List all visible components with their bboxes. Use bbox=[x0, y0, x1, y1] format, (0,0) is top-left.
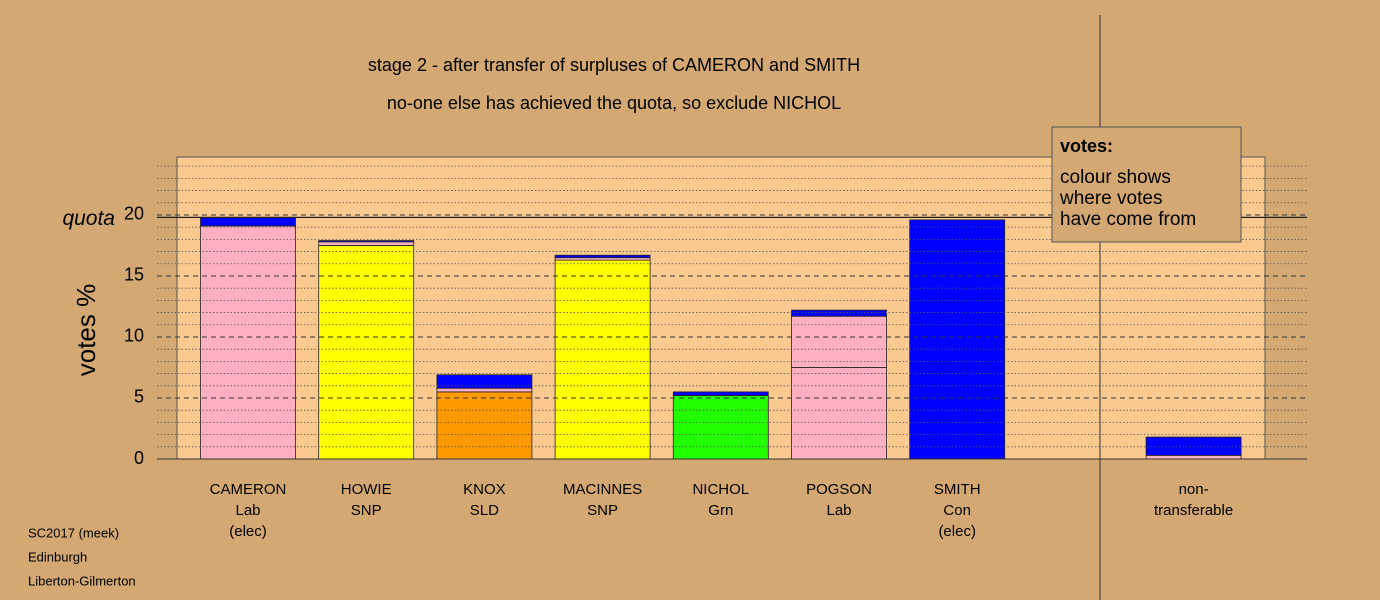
footer-line: Liberton-Gilmerton bbox=[28, 573, 136, 588]
x-tick-label: Con bbox=[943, 502, 971, 519]
bar-segment bbox=[672, 391, 769, 396]
bar-segment bbox=[791, 367, 887, 460]
x-tick-label: HOWIE bbox=[341, 481, 392, 498]
bar-segment bbox=[554, 259, 651, 460]
x-tick-label: SMITH bbox=[934, 481, 981, 498]
x-tick-label: non- bbox=[1179, 481, 1209, 498]
chart-title: stage 2 - after transfer of surpluses of… bbox=[368, 55, 860, 75]
x-tick-label: CAMERON bbox=[210, 481, 287, 498]
bar-segment bbox=[791, 315, 887, 368]
quota-label: quota bbox=[62, 207, 115, 230]
x-tick-label: SLD bbox=[470, 502, 499, 519]
bar-segment bbox=[200, 216, 296, 227]
y-tick-label: 15 bbox=[124, 265, 144, 285]
bar-segment bbox=[436, 374, 533, 389]
x-tick-label: MACINNES bbox=[563, 481, 642, 498]
bar-segment bbox=[200, 225, 296, 460]
y-axis-label: votes % bbox=[71, 284, 101, 377]
legend-title: votes: bbox=[1060, 136, 1113, 156]
legend-text: where votes bbox=[1059, 188, 1162, 209]
x-tick-label: Grn bbox=[708, 502, 733, 519]
x-tick-label: POGSON bbox=[806, 481, 872, 498]
legend-box bbox=[1051, 126, 1242, 243]
bar-segment bbox=[1145, 436, 1242, 456]
bar-segment bbox=[1145, 454, 1242, 460]
bar-segment bbox=[672, 395, 769, 460]
y-tick-label: 5 bbox=[134, 387, 144, 407]
bar-segment bbox=[318, 241, 415, 246]
y-tick-label: 20 bbox=[124, 204, 144, 224]
y-tick-label: 0 bbox=[134, 448, 144, 468]
x-tick-label: (elec) bbox=[938, 523, 976, 540]
x-tick-label: KNOX bbox=[463, 481, 506, 498]
footer-line: SC2017 (meek) bbox=[28, 525, 119, 540]
chart-subtitle: no-one else has achieved the quota, so e… bbox=[387, 93, 841, 113]
y-tick-label: 10 bbox=[124, 326, 144, 346]
x-tick-label: transferable bbox=[1154, 502, 1233, 519]
footer-line: Edinburgh bbox=[28, 549, 87, 564]
bar-segment bbox=[791, 309, 887, 317]
x-tick-label: SNP bbox=[587, 502, 618, 519]
x-tick-label: Lab bbox=[235, 502, 260, 519]
bar-segment bbox=[909, 219, 1006, 460]
bar-segment bbox=[318, 245, 415, 460]
bar-segment bbox=[318, 240, 415, 243]
x-tick-label: Lab bbox=[826, 502, 851, 519]
bar-segment bbox=[554, 254, 651, 259]
legend-text: colour shows bbox=[1060, 167, 1171, 188]
bar-segment bbox=[436, 391, 533, 460]
x-tick-label: SNP bbox=[351, 502, 382, 519]
legend-text: have come from bbox=[1060, 209, 1196, 230]
x-tick-label: (elec) bbox=[229, 523, 267, 540]
bars bbox=[200, 216, 1242, 460]
x-tick-label: NICHOL bbox=[692, 481, 749, 498]
bar-segment bbox=[436, 387, 533, 393]
